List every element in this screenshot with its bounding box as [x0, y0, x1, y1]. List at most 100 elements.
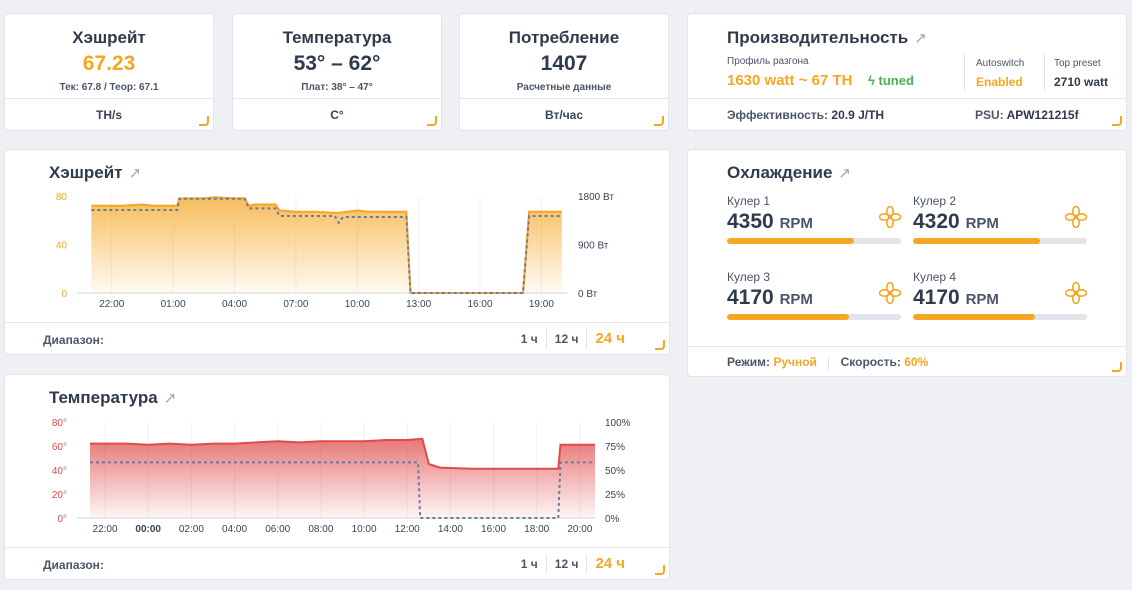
tuned-label: tuned: [878, 73, 914, 88]
range-1h[interactable]: 1 ч: [513, 554, 547, 574]
power-unit: Вт/час: [460, 98, 668, 130]
rpm-unit: RPM: [779, 215, 813, 232]
temperature-card: Температура 53° – 62° Плат: 38° – 47° C°: [232, 13, 442, 131]
corner-mark: [1112, 362, 1122, 372]
temperature-chart-title-wrap[interactable]: Температура ↗: [49, 388, 176, 408]
cooler-name: Кулер 1: [727, 194, 771, 208]
cooler-rpm: 4350 RPM: [727, 210, 901, 234]
y-right-tick-label: 75%: [605, 442, 625, 453]
external-link-icon[interactable]: ↗: [838, 165, 851, 182]
x-tick-label: 00:00: [135, 524, 161, 535]
divider: [1044, 54, 1045, 92]
x-tick-label: 08:00: [308, 524, 333, 535]
cooler-bar: [727, 314, 901, 320]
cooler-bar-fill: [913, 314, 1035, 320]
x-tick-label: 22:00: [99, 299, 124, 310]
cooling-title: Охлаждение: [727, 163, 833, 182]
hashrate-chart-title-wrap[interactable]: Хэшрейт ↗: [49, 163, 141, 183]
x-tick-label: 10:00: [345, 299, 370, 310]
efficiency-value: 20.9 J/TH: [831, 108, 885, 122]
rpm-unit: RPM: [779, 291, 813, 308]
cooler-rpm: 4320 RPM: [913, 210, 1087, 234]
x-tick-label: 19:00: [529, 299, 554, 310]
y-right-tick-label: 900 Вт: [578, 241, 609, 252]
cooler-name: Кулер 3: [727, 270, 771, 284]
external-link-icon[interactable]: ↗: [914, 30, 927, 47]
cooler-bar: [913, 314, 1087, 320]
top-preset-label: Top preset: [1054, 58, 1101, 69]
series-line-primary: [89, 437, 595, 470]
y-left-tick-label: 40: [56, 241, 68, 252]
y-left-tick-label: 40°: [52, 466, 67, 477]
psu: PSU: APW121215f: [975, 108, 1079, 122]
y-right-tick-label: 50%: [605, 466, 625, 477]
temperature-value: 53° – 62°: [293, 52, 381, 75]
corner-mark: [654, 116, 664, 126]
corner-mark: [1112, 116, 1122, 126]
external-link-icon[interactable]: ↗: [128, 165, 142, 182]
rpm-value: 4320: [913, 210, 960, 233]
psu-value: APW121215f: [1006, 108, 1079, 122]
range-1h[interactable]: 1 ч: [513, 329, 547, 349]
bolt-icon: ϟ: [868, 73, 875, 88]
profile-label: Профиль разгона: [727, 56, 809, 67]
series-line-secondary: [91, 197, 562, 294]
temperature-chart-title: Температура: [49, 388, 158, 407]
range-12h[interactable]: 12 ч: [547, 329, 588, 349]
divider: [828, 355, 830, 370]
rpm-value: 4350: [727, 210, 774, 233]
range-12h[interactable]: 12 ч: [547, 554, 588, 574]
x-tick-label: 20:00: [567, 524, 592, 535]
x-tick-label: 01:00: [161, 299, 186, 310]
performance-card: Производительность ↗ Профиль разгона 1630…: [687, 13, 1127, 131]
y-left-tick-label: 80: [56, 192, 68, 203]
fan-icon: [879, 206, 901, 228]
autoswitch-value[interactable]: Enabled: [976, 75, 1023, 89]
series-area: [89, 438, 595, 518]
cooler-1: Кулер 1 4350 RPM: [727, 194, 901, 244]
hashrate-chart-title: Хэшрейт: [49, 163, 123, 182]
hashrate-sub: Тек: 67.8 / Теор: 67.1: [59, 82, 159, 93]
temperature-range-bar: Диапазон: 1 ч 12 ч 24 ч: [5, 547, 669, 579]
corner-mark: [655, 340, 665, 350]
x-tick-label: 14:00: [438, 524, 463, 535]
power-value: 1407: [540, 52, 588, 75]
y-right-tick-label: 0 Вт: [578, 289, 598, 300]
temperature-chart: 22:00 00:00 02:00 04:00 06:00 08:00 10:00 12:00…: [52, 418, 631, 535]
x-tick-label: 12:00: [395, 524, 420, 535]
rpm-value: 4170: [913, 286, 960, 309]
mode-value[interactable]: Ручной: [773, 355, 817, 369]
corner-mark: [655, 565, 665, 575]
speed-label: Скорость:: [840, 355, 901, 369]
hashrate-unit: TH/s: [5, 98, 213, 130]
performance-title-wrap[interactable]: Производительность ↗: [727, 28, 927, 48]
hashrate-title: Хэшрейт: [72, 28, 146, 47]
x-tick-label: 04:00: [222, 524, 247, 535]
x-tick-label: 22:00: [93, 524, 118, 535]
hashrate-card: Хэшрейт 67.23 Тек: 67.8 / Теор: 67.1 TH/…: [4, 13, 214, 131]
external-link-icon[interactable]: ↗: [163, 390, 177, 407]
x-tick-label: 04:00: [222, 299, 247, 310]
profile-value: 1630 watt ~ 67 TH: [727, 72, 853, 89]
x-tick-label: 16:00: [468, 299, 493, 310]
cooler-4: Кулер 4 4170 RPM: [913, 270, 1087, 320]
cooling-title-wrap[interactable]: Охлаждение ↗: [727, 163, 851, 183]
hashrate-range-bar: Диапазон: 1 ч 12 ч 24 ч: [5, 322, 669, 354]
cooler-bar-fill: [727, 238, 855, 244]
cooler-2: Кулер 2 4320 RPM: [913, 194, 1087, 244]
hashrate-chart: 22:00 01:00 04:00 07:00 10:00 13:00 16:00 19:00…: [56, 192, 614, 310]
power-title: Потребление: [508, 28, 620, 47]
range-selector: 1 ч 12 ч 24 ч: [513, 554, 633, 574]
power-sub: Расчетные данные: [516, 82, 612, 93]
corner-mark: [199, 116, 209, 126]
x-tick-label: 02:00: [179, 524, 204, 535]
rpm-unit: RPM: [965, 215, 999, 232]
range-24h[interactable]: 24 ч: [595, 330, 625, 347]
speed-value[interactable]: 60%: [904, 355, 929, 369]
power-card: Потребление 1407 Расчетные данные Вт/час: [459, 13, 669, 131]
series-line-secondary: [89, 461, 595, 519]
cooling-card: Охлаждение ↗ Кулер 1 4350 RPM Кулер 2 432…: [687, 149, 1127, 377]
range-24h[interactable]: 24 ч: [595, 555, 625, 572]
cooler-bar-fill: [727, 314, 849, 320]
cooler-bar: [727, 238, 901, 244]
